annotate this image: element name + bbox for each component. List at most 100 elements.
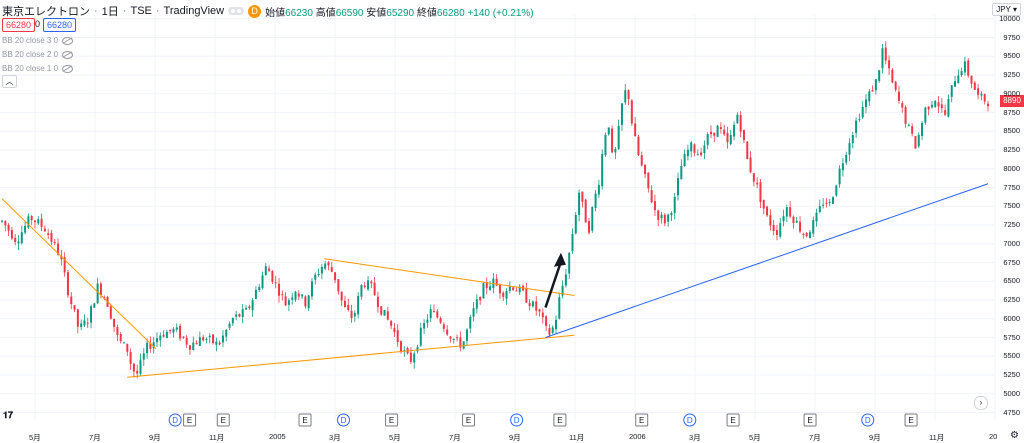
chevron-up-icon[interactable]: ︿ — [2, 75, 17, 88]
candle-body — [611, 128, 614, 153]
price-tick-label: 4750 — [1003, 407, 1020, 417]
candle-body — [367, 280, 370, 290]
indicator-label: BB 20 close 3 0 — [2, 36, 59, 45]
candle-body — [376, 296, 379, 307]
candle-body — [337, 279, 340, 292]
candle-body — [591, 207, 594, 231]
hidden-eye-icon[interactable] — [62, 50, 74, 59]
price-tick-label: 7500 — [1003, 201, 1020, 211]
candle-body — [172, 328, 175, 333]
candle-body — [109, 306, 112, 319]
candle-body — [159, 335, 162, 341]
candle-body — [564, 274, 567, 286]
candle-body — [208, 335, 211, 338]
earnings-marker: E — [462, 413, 476, 427]
candle-body — [947, 98, 950, 117]
candle-body — [179, 325, 182, 339]
candle-body — [475, 299, 478, 309]
candle-body — [917, 134, 920, 147]
candle-body — [241, 309, 244, 318]
candle-body — [954, 81, 957, 87]
time-tick-label: 20 — [989, 432, 998, 441]
trend-line — [545, 183, 989, 338]
candle-body — [169, 329, 172, 332]
candle-body — [690, 142, 693, 152]
candle-body — [555, 319, 558, 330]
price-tick-label: 6500 — [1003, 276, 1020, 286]
price-tick-label: 8000 — [1003, 163, 1020, 173]
buy-price-button[interactable]: 66280 — [43, 18, 77, 32]
candle-body — [696, 154, 699, 156]
candle-body — [456, 337, 459, 339]
candle-body — [677, 178, 680, 196]
svg-text:E: E — [807, 416, 812, 425]
indicator-label: BB 20 close 2 0 — [2, 50, 59, 59]
candle-body — [307, 295, 310, 309]
high-value: 66590 — [335, 7, 364, 19]
candle-body — [742, 129, 745, 141]
svg-text:E: E — [221, 416, 226, 425]
more-dots-icon[interactable] — [228, 7, 245, 15]
candle-body — [245, 308, 248, 310]
candle-body — [419, 327, 422, 346]
candle-body — [24, 225, 27, 233]
price-tick-label: 5250 — [1003, 370, 1020, 379]
candle-body — [706, 133, 709, 146]
candle-body — [660, 214, 663, 219]
sell-price-button[interactable]: 66280 — [2, 18, 36, 32]
price-tick-label: 7000 — [1003, 238, 1020, 248]
candle-body — [548, 328, 551, 335]
earnings-marker: E — [216, 413, 230, 427]
candle-body — [188, 345, 191, 350]
candle-body — [423, 323, 426, 329]
candle-body — [650, 190, 653, 203]
candle-body — [703, 145, 706, 154]
time-tick-label: 5月 — [29, 433, 41, 442]
candle-body — [212, 334, 215, 344]
hidden-eye-icon[interactable] — [62, 36, 74, 45]
candle-body — [904, 107, 907, 124]
symbol-name[interactable]: 東京エレクトロン — [2, 6, 90, 18]
candle-body — [83, 320, 86, 326]
candle-body — [924, 107, 927, 123]
gear-icon[interactable]: ⚙ — [1010, 430, 1019, 441]
candle-body — [33, 220, 36, 223]
time-tick-label: 3月 — [329, 433, 341, 442]
candle-body — [746, 141, 749, 159]
candle-body — [587, 221, 590, 233]
candle-body — [386, 311, 389, 320]
candle-body — [469, 316, 472, 329]
svg-text:E: E — [466, 416, 471, 425]
candle-body — [630, 100, 633, 124]
candle-body — [86, 322, 89, 324]
delayed-badge[interactable]: D — [248, 4, 262, 18]
indicator-row[interactable]: BB 20 close 2 0 — [2, 50, 74, 59]
candle-body — [146, 342, 149, 354]
candle-body — [400, 341, 403, 352]
chevron-right-icon[interactable]: › — [974, 396, 988, 410]
candle-body — [353, 312, 356, 317]
candle-body — [601, 153, 604, 187]
candle-body — [937, 102, 940, 107]
candle-body — [14, 237, 17, 242]
candle-body — [93, 303, 96, 308]
tradingview-logo[interactable]: 𝟏𝟕 — [3, 410, 14, 420]
hidden-eye-icon[interactable] — [62, 64, 74, 73]
candle-body — [845, 154, 848, 163]
candle-body — [624, 90, 627, 103]
indicator-row[interactable]: BB 20 close 3 0 — [2, 36, 74, 45]
candle-body — [165, 331, 168, 338]
candle-body — [278, 283, 281, 296]
candle-body — [10, 230, 13, 239]
candle-body — [670, 213, 673, 216]
candle-body — [568, 252, 571, 274]
interval-label[interactable]: 1日 — [101, 6, 119, 18]
candle-body — [558, 297, 561, 319]
candle-body — [766, 206, 769, 216]
currency-selector[interactable]: JPY ▾ — [992, 3, 1021, 16]
candle-body — [195, 342, 198, 345]
earnings-marker: E — [553, 413, 567, 427]
indicator-row[interactable]: BB 20 close 1 0 — [2, 64, 74, 73]
candle-body — [647, 172, 650, 189]
